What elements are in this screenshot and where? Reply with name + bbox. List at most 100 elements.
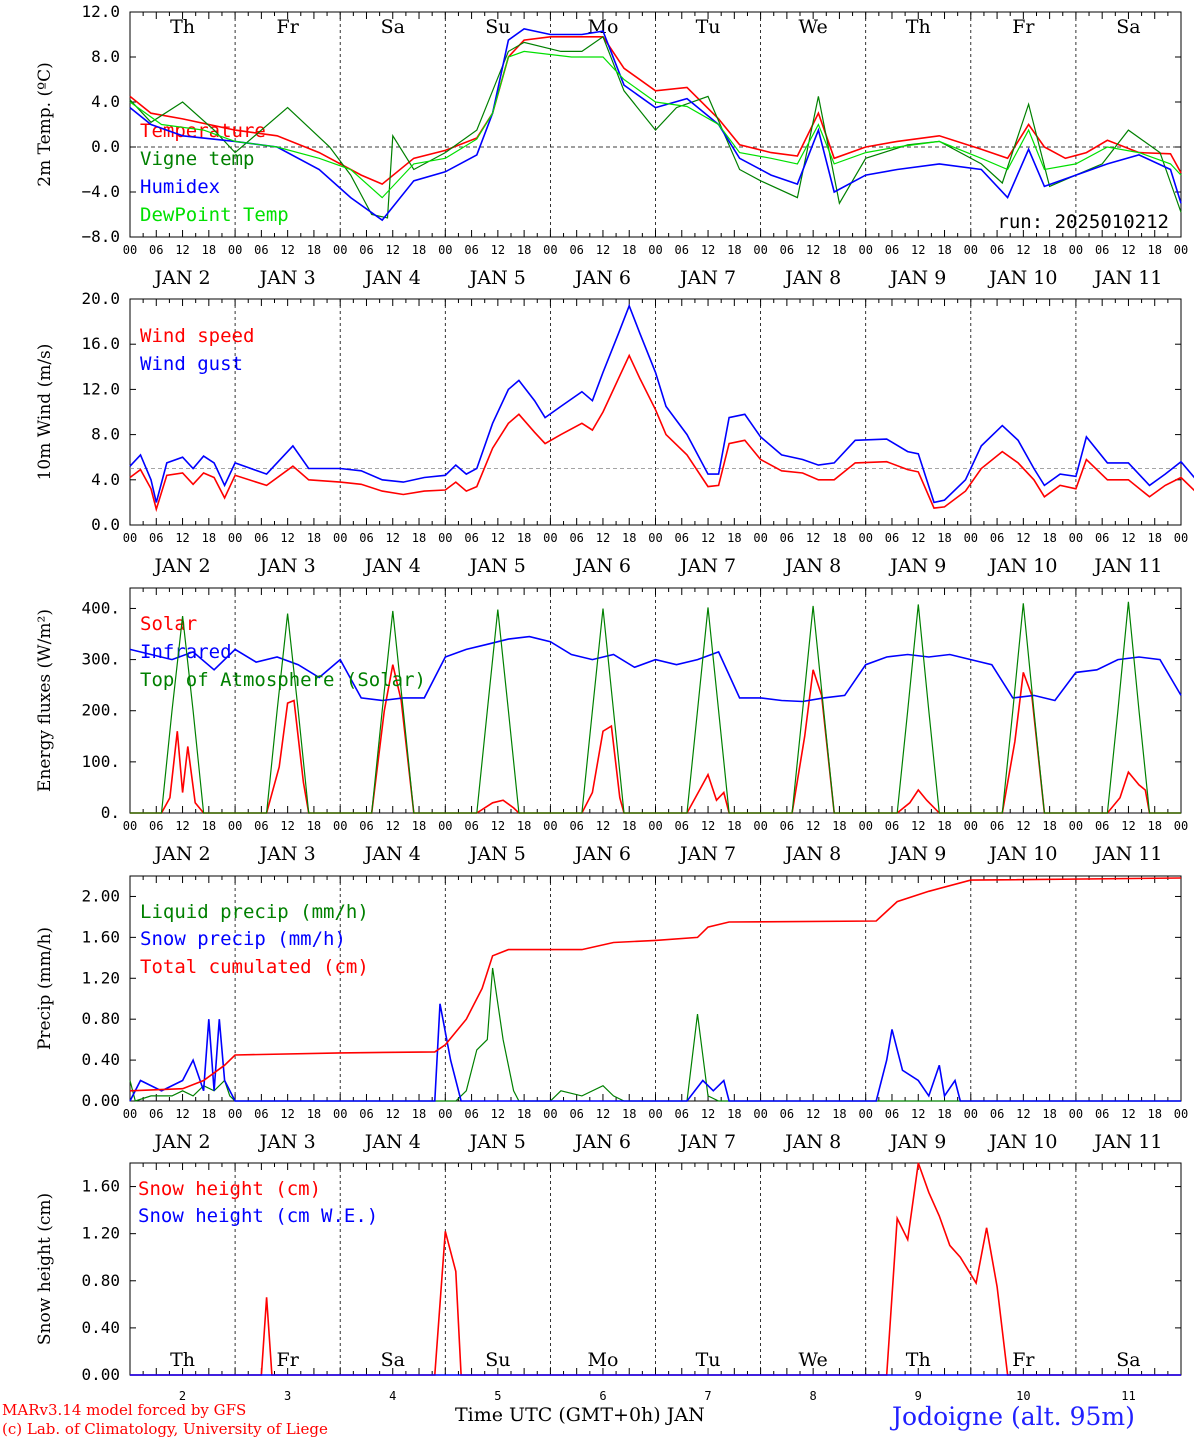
weekday-label: Sa: [1116, 1349, 1140, 1371]
legend-entry: Wind gust: [140, 353, 243, 375]
hour-tick-label: 12: [280, 243, 294, 257]
hour-tick-label: 00: [543, 819, 557, 833]
y-tick-label: 200.: [81, 701, 120, 720]
hour-tick-label: 18: [622, 1107, 636, 1121]
day-label: JAN 6: [573, 843, 631, 865]
hour-tick-label: 18: [937, 243, 951, 257]
day-label: JAN 2: [153, 267, 211, 289]
day-label: JAN 8: [783, 1131, 841, 1153]
hour-tick-label: 18: [727, 819, 741, 833]
hour-tick-label: 12: [1121, 243, 1135, 257]
hour-tick-label: 12: [280, 531, 294, 545]
hour-tick-label: 00: [1174, 531, 1188, 545]
hour-tick-label: 06: [149, 819, 163, 833]
day-number-label: 9: [915, 1389, 922, 1403]
hour-tick-label: 12: [806, 243, 820, 257]
hour-tick-label: 12: [1121, 531, 1135, 545]
day-label: JAN 8: [783, 267, 841, 289]
legend-entry: Total cumulated (cm): [140, 956, 369, 978]
hour-tick-label: 00: [858, 243, 872, 257]
hour-tick-label: 06: [359, 531, 373, 545]
hour-tick-label: 12: [1016, 531, 1030, 545]
hour-tick-label: 12: [701, 243, 715, 257]
hour-tick-label: 12: [1016, 1107, 1030, 1121]
hour-tick-label: 18: [1147, 819, 1161, 833]
hour-tick-label: 00: [438, 819, 452, 833]
hour-tick-label: 00: [123, 819, 137, 833]
day-number-label: 5: [494, 1389, 501, 1403]
day-number-label: 11: [1121, 1389, 1135, 1403]
hour-tick-label: 12: [911, 243, 925, 257]
hour-tick-label: 00: [858, 819, 872, 833]
hour-tick-label: 06: [359, 1107, 373, 1121]
day-label: JAN 4: [363, 843, 421, 865]
hour-tick-label: 12: [806, 531, 820, 545]
day-label: JAN 9: [888, 555, 946, 577]
day-label: JAN 8: [783, 555, 841, 577]
hour-tick-label: 00: [1174, 243, 1188, 257]
y-tick-label: 1.60: [81, 927, 120, 946]
legend-entry: Snow height (cm W.E.): [138, 1205, 378, 1227]
hour-tick-label: 00: [333, 243, 347, 257]
weekday-label: Mo: [587, 16, 618, 38]
hour-tick-label: 18: [412, 819, 426, 833]
hour-tick-label: 00: [1174, 819, 1188, 833]
legend-entry: Snow height (cm): [138, 1178, 321, 1200]
y-axis-title: Energy fluxes (W/m²): [35, 609, 55, 792]
hour-tick-label: 18: [727, 1107, 741, 1121]
hour-tick-label: 12: [596, 819, 610, 833]
day-label: JAN 6: [573, 267, 631, 289]
y-tick-label: 0.: [101, 803, 120, 822]
y-axis-title: Snow height (cm): [35, 1193, 55, 1345]
day-label: JAN 5: [468, 1131, 526, 1153]
day-label: JAN 5: [468, 843, 526, 865]
weekday-label: Sa: [381, 16, 405, 38]
hour-tick-label: 00: [123, 1107, 137, 1121]
hour-tick-label: 18: [307, 1107, 321, 1121]
series-line: [130, 601, 1181, 814]
y-axis-title: Precip (mm/h): [35, 927, 55, 1050]
hour-tick-label: 18: [202, 1107, 216, 1121]
y-tick-label: 0.00: [81, 1091, 120, 1110]
hour-tick-label: 06: [254, 243, 268, 257]
legend-entry: Wind speed: [140, 325, 254, 347]
hour-tick-label: 06: [675, 819, 689, 833]
hour-tick-label: 12: [280, 1107, 294, 1121]
hour-tick-label: 00: [438, 1107, 452, 1121]
hour-tick-label: 00: [123, 243, 137, 257]
hour-tick-label: 00: [1174, 1107, 1188, 1121]
day-label: JAN 7: [678, 555, 736, 577]
series-line: [129, 35, 1182, 219]
weekday-label: Th: [906, 16, 931, 38]
hour-tick-label: 06: [780, 1107, 794, 1121]
hour-tick-label: 06: [464, 819, 478, 833]
hour-tick-label: 12: [596, 1107, 610, 1121]
y-tick-label: 12.0: [81, 2, 120, 21]
day-label: JAN 11: [1092, 555, 1162, 577]
day-label: JAN 4: [363, 555, 421, 577]
hour-tick-label: 06: [254, 819, 268, 833]
hour-tick-label: 06: [254, 531, 268, 545]
hour-tick-label: 12: [175, 1107, 189, 1121]
hour-tick-label: 06: [149, 1107, 163, 1121]
y-tick-label: 0.40: [81, 1050, 120, 1069]
hour-tick-label: 06: [1095, 1107, 1109, 1121]
day-label: JAN 4: [363, 267, 421, 289]
day-number-label: 4: [389, 1389, 396, 1403]
hour-tick-label: 18: [1147, 1107, 1161, 1121]
hour-tick-label: 18: [832, 1107, 846, 1121]
hour-tick-label: 06: [780, 243, 794, 257]
y-tick-label: −4.0: [81, 182, 120, 201]
hour-tick-label: 12: [386, 819, 400, 833]
weekday-label: Fr: [277, 1349, 300, 1371]
hour-tick-label: 00: [648, 1107, 662, 1121]
hour-tick-label: 00: [648, 531, 662, 545]
hour-tick-label: 06: [885, 819, 899, 833]
y-tick-label: 1.20: [81, 968, 120, 987]
hour-tick-label: 18: [1147, 531, 1161, 545]
hour-tick-label: 06: [885, 243, 899, 257]
y-tick-label: 1.60: [81, 1177, 120, 1196]
hour-tick-label: 12: [911, 819, 925, 833]
y-tick-label: 20.0: [81, 289, 120, 308]
hour-tick-label: 00: [753, 243, 767, 257]
